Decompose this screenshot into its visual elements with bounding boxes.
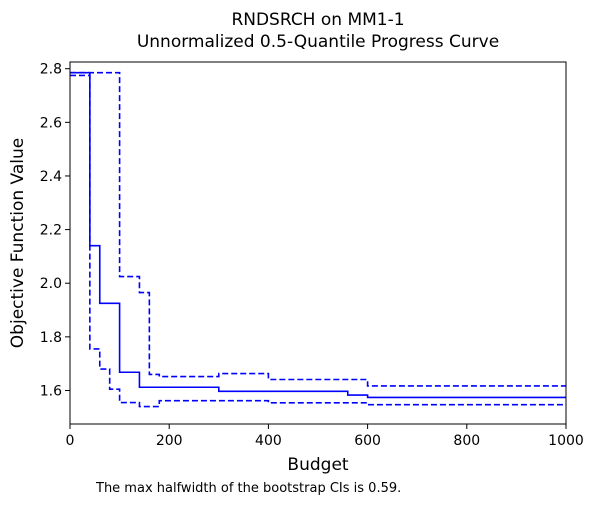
y-tick-label: 2.2 <box>40 223 62 239</box>
x-tick-label: 0 <box>66 433 75 449</box>
chart-subtitle: Unnormalized 0.5-Quantile Progress Curve <box>137 32 499 52</box>
y-tick-label: 2.0 <box>40 276 62 292</box>
x-tick-label: 400 <box>255 433 282 449</box>
ci-halfwidth-note: The max halfwidth of the bootstrap CIs i… <box>95 481 401 496</box>
y-tick-label: 2.4 <box>40 169 62 185</box>
y-axis-label: Objective Function Value <box>8 138 28 348</box>
y-tick-label: 2.6 <box>40 115 62 131</box>
x-axis-label: Budget <box>287 455 348 475</box>
chart-title: RNDSRCH on MM1-1 <box>231 10 404 30</box>
y-tick-label: 2.8 <box>40 62 62 78</box>
x-tick-label: 200 <box>156 433 183 449</box>
x-tick-label: 1000 <box>548 433 584 449</box>
y-tick-label: 1.8 <box>40 330 62 346</box>
ticks-layer: 0 200 400 600 800 1000 1.6 1.8 2.0 2.2 2.4 2.6 2.8 <box>40 62 584 449</box>
plot-frame <box>69 61 567 425</box>
series-line-ci-lower <box>70 74 566 408</box>
y-tick-label: 1.6 <box>40 383 62 399</box>
x-tick-label: 800 <box>453 433 480 449</box>
series-line-median <box>70 71 566 399</box>
series-layer <box>70 71 566 408</box>
x-tick-label: 600 <box>354 433 381 449</box>
series-line-ci-upper <box>70 71 566 387</box>
